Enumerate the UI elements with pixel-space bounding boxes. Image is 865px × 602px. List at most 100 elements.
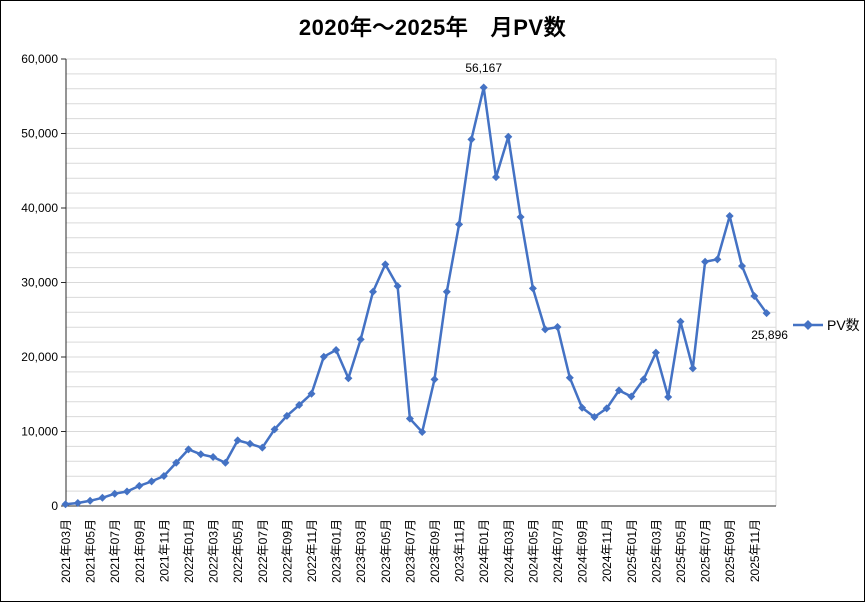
data-point-marker bbox=[405, 414, 414, 423]
x-axis-tick-label: 2024年09月 bbox=[576, 519, 590, 583]
data-point-marker bbox=[627, 392, 636, 401]
x-axis-tick-label: 2025年05月 bbox=[674, 519, 688, 583]
data-point-marker bbox=[258, 443, 267, 452]
data-point-marker bbox=[307, 389, 316, 398]
data-point-marker bbox=[664, 393, 673, 402]
data-point-marker bbox=[430, 375, 439, 384]
y-axis-tick-label: 20,000 bbox=[21, 350, 58, 364]
data-point-marker bbox=[73, 499, 82, 508]
data-point-marker bbox=[762, 309, 771, 318]
data-point-marker bbox=[750, 292, 759, 301]
data-point-marker bbox=[110, 489, 119, 498]
chart-title: 2020年～2025年 月PV数 bbox=[298, 15, 567, 40]
x-axis-tick-label: 2021年05月 bbox=[84, 519, 98, 583]
data-point-marker bbox=[98, 493, 107, 502]
data-point-marker bbox=[651, 348, 660, 357]
y-axis-tick-label: 0 bbox=[51, 499, 58, 513]
data-point-marker bbox=[184, 445, 193, 454]
data-point-marker bbox=[123, 487, 131, 496]
y-axis-tick-label: 30,000 bbox=[21, 276, 58, 290]
y-axis-tick-label: 40,000 bbox=[21, 201, 58, 215]
legend-series-marker-icon bbox=[793, 320, 823, 330]
data-point-marker bbox=[196, 450, 205, 459]
last-point-data-label: 25,896 bbox=[751, 328, 788, 343]
x-axis-tick-label: 2025年01月 bbox=[625, 519, 639, 583]
x-axis-tick-label: 2025年09月 bbox=[723, 519, 737, 583]
data-point-marker bbox=[590, 412, 599, 421]
data-point-marker bbox=[738, 262, 746, 271]
data-point-marker bbox=[479, 83, 488, 92]
data-point-marker bbox=[221, 458, 230, 467]
x-axis-tick-label: 2021年07月 bbox=[108, 519, 122, 583]
data-point-marker bbox=[270, 425, 279, 434]
x-axis-tick-label: 2025年03月 bbox=[649, 519, 663, 583]
data-point-marker bbox=[701, 257, 710, 266]
peak-data-label: 56,167 bbox=[465, 60, 503, 75]
data-point-marker bbox=[504, 132, 513, 141]
data-point-marker bbox=[541, 325, 550, 334]
x-axis-tick-label: 2023年05月 bbox=[379, 519, 393, 583]
data-point-marker bbox=[528, 284, 537, 293]
x-axis-tick-label: 2025年07月 bbox=[699, 519, 713, 583]
data-point-marker bbox=[295, 401, 304, 410]
data-point-marker bbox=[639, 375, 648, 384]
series-line bbox=[64, 86, 768, 506]
y-axis-tick-label: 50,000 bbox=[21, 127, 58, 141]
data-point-marker bbox=[418, 428, 427, 437]
data-point-marker bbox=[246, 439, 254, 448]
data-point-marker bbox=[725, 212, 734, 221]
x-axis-tick-label: 2024年11月 bbox=[600, 519, 614, 582]
x-axis-tick-label: 2022年11月 bbox=[305, 519, 319, 582]
x-axis-tick-label: 2021年03月 bbox=[59, 519, 73, 583]
x-axis-tick-label: 2024年07月 bbox=[551, 519, 565, 583]
data-point-marker bbox=[172, 458, 181, 467]
data-point-marker bbox=[713, 255, 722, 264]
x-axis-tick-label: 2023年11月 bbox=[453, 519, 467, 582]
data-point-marker bbox=[369, 287, 377, 296]
data-point-marker bbox=[135, 481, 144, 490]
data-point-marker bbox=[381, 260, 390, 269]
data-point-marker bbox=[86, 496, 95, 505]
data-point-marker bbox=[615, 386, 623, 395]
data-point-marker bbox=[393, 282, 402, 291]
data-point-marker bbox=[61, 500, 70, 509]
x-axis-tick-label: 2022年07月 bbox=[256, 519, 270, 583]
x-axis-tick-label: 2021年11月 bbox=[157, 519, 171, 582]
data-point-marker bbox=[282, 411, 291, 420]
data-point-marker bbox=[159, 471, 168, 480]
x-axis-tick-label: 2021年09月 bbox=[133, 519, 147, 583]
x-axis-tick-label: 2023年03月 bbox=[354, 519, 368, 583]
data-point-marker bbox=[332, 345, 341, 354]
data-point-marker bbox=[578, 403, 587, 412]
data-point-marker bbox=[344, 374, 353, 383]
legend: PV数 bbox=[792, 315, 860, 335]
x-axis-tick-label: 2024年01月 bbox=[477, 519, 491, 583]
x-axis-tick-label: 2024年03月 bbox=[502, 519, 516, 583]
x-axis-tick-label: 2023年09月 bbox=[428, 519, 442, 583]
data-point-marker bbox=[688, 364, 697, 373]
x-axis-tick-label: 2023年01月 bbox=[330, 519, 344, 583]
x-axis-tick-label: 2025年11月 bbox=[748, 519, 762, 582]
data-point-marker bbox=[565, 373, 574, 382]
data-point-marker bbox=[455, 220, 464, 229]
data-point-marker bbox=[676, 317, 685, 326]
data-point-marker bbox=[553, 323, 562, 332]
data-point-marker bbox=[467, 135, 476, 144]
legend-label: PV数 bbox=[827, 317, 860, 333]
y-axis-tick-label: 10,000 bbox=[21, 425, 58, 439]
x-axis-tick-label: 2022年03月 bbox=[207, 519, 221, 583]
data-point-marker bbox=[319, 352, 328, 361]
x-axis-tick-label: 2022年05月 bbox=[231, 519, 245, 583]
data-point-marker bbox=[209, 452, 218, 461]
data-point-marker bbox=[492, 173, 500, 182]
x-axis-tick-label: 2023年07月 bbox=[403, 519, 417, 583]
data-point-marker bbox=[233, 436, 242, 445]
y-axis-tick-label: 60,000 bbox=[21, 52, 58, 66]
data-point-marker bbox=[602, 404, 611, 413]
x-axis-tick-label: 2022年09月 bbox=[280, 519, 294, 583]
data-point-marker bbox=[516, 213, 525, 222]
data-point-marker bbox=[147, 477, 156, 486]
x-axis-tick-label: 2024年05月 bbox=[526, 519, 540, 583]
